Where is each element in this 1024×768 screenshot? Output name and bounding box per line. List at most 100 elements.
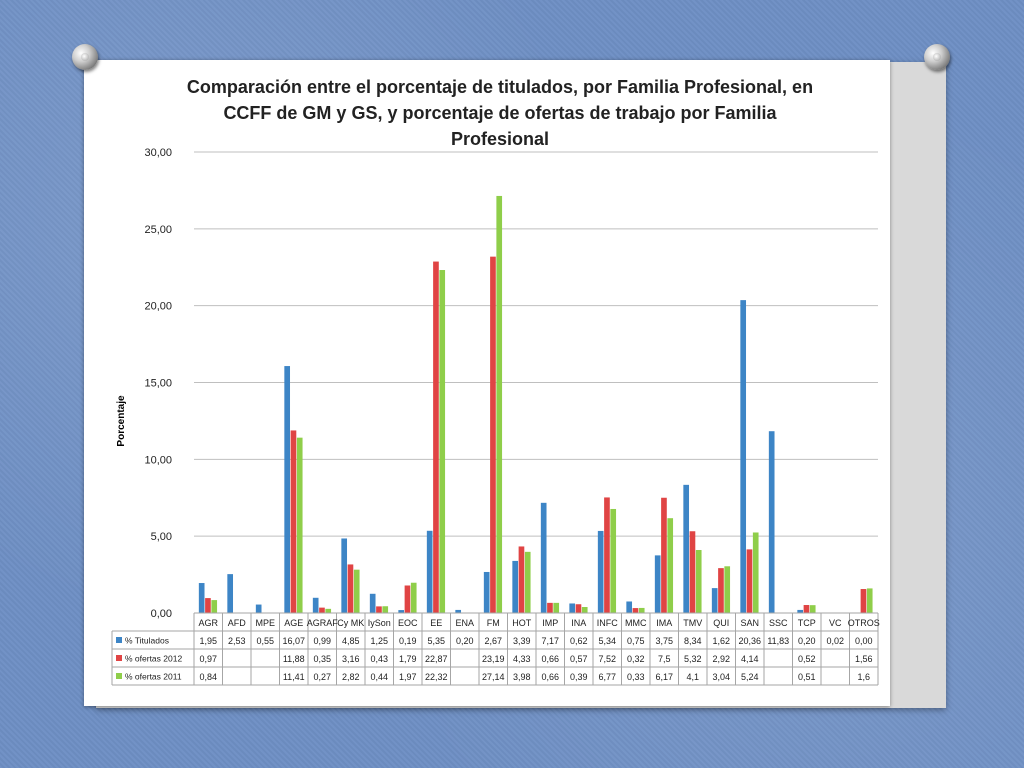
bar xyxy=(410,582,417,613)
bar xyxy=(632,608,639,613)
bar xyxy=(524,551,531,613)
bar xyxy=(382,606,389,613)
data-label: 2,53 xyxy=(228,636,246,646)
legend-swatch xyxy=(116,655,122,661)
bar xyxy=(439,270,446,613)
legend-label: % ofertas 2012 xyxy=(125,654,182,664)
bar xyxy=(341,538,348,613)
bar xyxy=(296,437,303,613)
data-label: 0,35 xyxy=(313,654,331,664)
bar xyxy=(797,609,804,613)
x-tick-label: INA xyxy=(571,618,586,628)
data-label: 0,19 xyxy=(399,636,417,646)
bar xyxy=(654,555,661,614)
bar xyxy=(604,497,610,613)
data-label: 0,00 xyxy=(855,636,873,646)
data-label: 11,83 xyxy=(767,636,789,646)
data-label: 1,25 xyxy=(370,636,388,646)
y-tick-label: 10,00 xyxy=(144,454,172,466)
x-tick-label: AGRAF xyxy=(307,618,339,628)
x-tick-label: TMV xyxy=(683,618,702,628)
x-tick-label: IMA xyxy=(656,618,672,628)
data-label: 0,52 xyxy=(798,654,816,664)
legend-swatch xyxy=(116,637,122,643)
chart-sheet: Comparación entre el porcentaje de titul… xyxy=(84,60,890,706)
bar xyxy=(610,508,617,613)
x-tick-label: AFD xyxy=(228,618,247,628)
bar xyxy=(695,550,702,613)
data-label: 7,52 xyxy=(598,654,616,664)
x-tick-label: SAN xyxy=(740,618,759,628)
data-label: 3,04 xyxy=(712,672,730,682)
data-label: 1,95 xyxy=(199,636,217,646)
x-tick-label: AGE xyxy=(284,618,303,628)
data-label: 0,57 xyxy=(570,654,588,664)
bar xyxy=(689,531,696,613)
bar xyxy=(398,610,405,613)
bar xyxy=(227,574,234,613)
x-tick-label: IMP xyxy=(542,618,558,628)
data-label: 0,32 xyxy=(627,654,645,664)
data-label: 27,14 xyxy=(482,672,505,682)
bar xyxy=(866,588,873,613)
bar xyxy=(746,549,753,613)
x-tick-label: VC xyxy=(829,618,842,628)
bar xyxy=(496,195,503,613)
bar xyxy=(290,430,297,613)
data-label: 0,97 xyxy=(199,654,217,664)
bar xyxy=(455,609,462,613)
y-tick-label: 20,00 xyxy=(144,301,172,313)
bar xyxy=(683,484,690,613)
bar xyxy=(581,607,588,613)
x-tick-label: IySon xyxy=(368,618,391,628)
x-tick-label: INFC xyxy=(597,618,618,628)
x-tick-label: TCP xyxy=(798,618,816,628)
data-label: 2,67 xyxy=(484,636,502,646)
data-label: 16,07 xyxy=(282,636,305,646)
bar xyxy=(718,568,724,613)
y-tick-label: 15,00 xyxy=(144,378,172,390)
data-label: 0,62 xyxy=(570,636,588,646)
bar xyxy=(205,598,211,613)
data-label: 0,66 xyxy=(541,672,559,682)
bar xyxy=(547,602,553,613)
data-label: 6,77 xyxy=(598,672,616,682)
data-label: 20,36 xyxy=(738,636,761,646)
bar xyxy=(347,564,354,613)
bar xyxy=(483,571,490,613)
data-label: 3,16 xyxy=(342,654,360,664)
data-label: 4,85 xyxy=(342,636,360,646)
data-label: 5,24 xyxy=(741,672,759,682)
bar xyxy=(325,608,332,613)
data-label: 0,20 xyxy=(456,636,474,646)
bar xyxy=(768,431,775,613)
bar xyxy=(518,546,525,613)
data-label: 1,62 xyxy=(712,636,730,646)
bar xyxy=(198,583,205,613)
bar xyxy=(569,603,576,613)
data-label: 0,44 xyxy=(370,672,388,682)
data-label: 5,35 xyxy=(427,636,445,646)
x-tick-label: FM xyxy=(487,618,500,628)
bar xyxy=(376,606,382,613)
data-label: 1,6 xyxy=(857,672,870,682)
data-label: 1,79 xyxy=(399,654,417,664)
data-label: 0,75 xyxy=(627,636,645,646)
bar xyxy=(638,607,645,613)
bar xyxy=(860,589,867,613)
data-label: 0,84 xyxy=(199,672,217,682)
bar xyxy=(284,366,291,613)
x-tick-label: EE xyxy=(430,618,442,628)
data-label: 0,66 xyxy=(541,654,559,664)
data-label: 0,20 xyxy=(798,636,816,646)
data-label: 5,32 xyxy=(684,654,702,664)
legend-swatch xyxy=(116,673,122,679)
bar xyxy=(312,597,319,613)
bar-chart: 0,00 5,00 10,00 15,00 20,00 25,00 30,00 AGR AFD M… xyxy=(111,147,880,686)
y-tick-label: 5,00 xyxy=(151,531,172,543)
data-label: 0,33 xyxy=(627,672,645,682)
data-label: 22,87 xyxy=(425,654,448,664)
bar xyxy=(575,604,582,613)
data-label: 0,39 xyxy=(570,672,588,682)
data-label: 0,02 xyxy=(826,636,844,646)
